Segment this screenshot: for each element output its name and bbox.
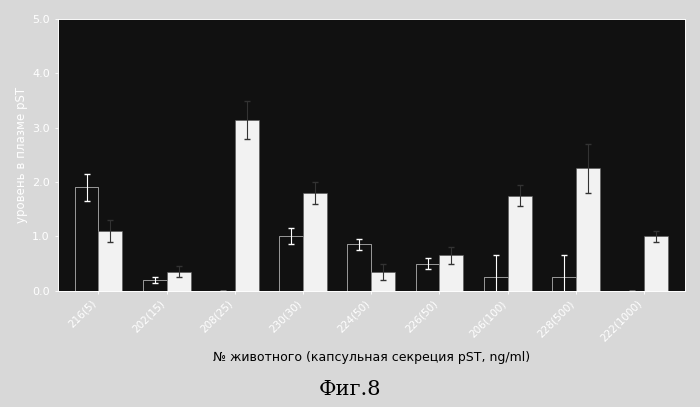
Bar	[440, 255, 463, 291]
Bar	[416, 263, 440, 291]
Bar	[347, 245, 371, 291]
Bar	[508, 196, 531, 291]
X-axis label: № животного (капсульная секреция pST, ng/ml): № животного (капсульная секреция pST, ng…	[213, 350, 530, 363]
Bar	[99, 231, 122, 291]
Bar	[371, 271, 395, 291]
Bar	[644, 236, 668, 291]
Bar	[279, 236, 303, 291]
Y-axis label: уровень в плазме pST: уровень в плазме pST	[15, 87, 28, 223]
Bar	[143, 280, 167, 291]
Bar	[484, 277, 508, 291]
Bar	[75, 188, 99, 291]
Text: Фиг.8: Фиг.8	[318, 380, 382, 399]
Bar	[303, 193, 327, 291]
Bar	[235, 120, 259, 291]
Bar	[552, 277, 576, 291]
Bar	[167, 271, 190, 291]
Bar	[576, 168, 600, 291]
